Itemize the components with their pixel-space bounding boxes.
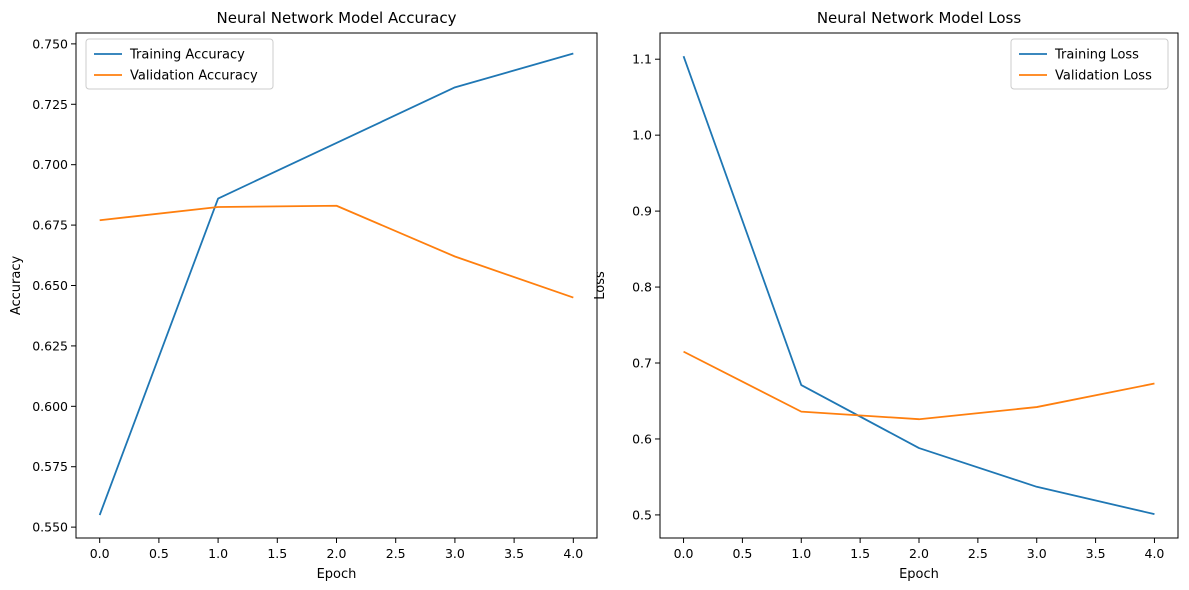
- x-tick-label: 2.0: [327, 546, 347, 561]
- x-tick-label: 4.0: [1145, 546, 1165, 561]
- legend-entry: Training Loss: [1054, 48, 1139, 63]
- x-tick-label: 2.0: [909, 546, 929, 561]
- y-axis-label: Accuracy: [9, 256, 24, 316]
- x-tick-label: 0.5: [149, 546, 169, 561]
- series-line-training-loss: [682, 55, 1155, 516]
- legend-entry: Training Accuracy: [129, 48, 245, 63]
- y-axis-label: Loss: [593, 271, 608, 300]
- legend-box: [85, 38, 274, 90]
- y-tick-label: 0.700: [32, 157, 68, 172]
- x-tick-label: 0.0: [90, 546, 110, 561]
- x-tick-label: 2.5: [386, 546, 406, 561]
- chart-title: Neural Network Model Loss: [817, 9, 1022, 27]
- series-line-validation-accuracy: [99, 204, 574, 299]
- legend-box: [1010, 38, 1169, 90]
- legend: Training Loss Validation Loss: [1010, 38, 1169, 90]
- y-tick-label: 1.0: [632, 128, 652, 143]
- x-tick-label: 0.5: [732, 546, 752, 561]
- legend-entry: Validation Accuracy: [130, 69, 258, 84]
- legend: Training Accuracy Validation Accuracy: [85, 38, 274, 90]
- x-tick-label: 1.0: [208, 546, 228, 561]
- x-axis-label: Epoch: [899, 567, 939, 582]
- plot-frame: [659, 32, 1179, 539]
- chart-loss: 0.0 0.5 1.0 1.5 2.0 2.5 3.0 3.5 4.0 0.5 0.6 0.7 0.8 0…: [593, 9, 1179, 582]
- series-line-validation-loss: [683, 350, 1155, 421]
- y-tick-label: 0.7: [632, 356, 652, 371]
- plot-frame: [75, 32, 598, 539]
- y-tick-label: 0.9: [632, 204, 652, 219]
- x-tick-label: 0.0: [674, 546, 694, 561]
- y-tick-label: 0.625: [32, 338, 68, 353]
- legend-entry: Validation Loss: [1055, 69, 1152, 84]
- y-tick-label: 0.600: [32, 399, 68, 414]
- chart-title: Neural Network Model Accuracy: [217, 9, 457, 27]
- series-line-training-accuracy: [98, 52, 574, 516]
- x-tick-label: 4.0: [563, 546, 583, 561]
- x-tick-label: 3.5: [1086, 546, 1106, 561]
- x-tick-label: 3.0: [445, 546, 465, 561]
- x-axis-label: Epoch: [317, 567, 357, 582]
- y-tick-label: 0.575: [32, 459, 68, 474]
- x-tick-label: 1.0: [791, 546, 811, 561]
- y-tick-label: 0.675: [32, 218, 68, 233]
- y-tick-label: 0.8: [632, 280, 652, 295]
- y-tick-label: 0.550: [32, 520, 68, 535]
- y-tick-label: 0.5: [632, 507, 652, 522]
- y-tick-label: 0.750: [32, 36, 68, 51]
- x-tick-label: 1.5: [850, 546, 870, 561]
- x-tick-label: 3.0: [1027, 546, 1047, 561]
- y-tick-label: 0.650: [32, 278, 68, 293]
- y-tick-label: 1.1: [632, 52, 652, 67]
- chart-accuracy: 0.0 0.5 1.0 1.5 2.0 2.5 3.0 3.5 4.0 0.550 0.575 0.6…: [9, 9, 598, 582]
- y-tick-label: 0.725: [32, 97, 68, 112]
- x-tick-label: 2.5: [968, 546, 988, 561]
- y-tick-label: 0.6: [632, 431, 652, 446]
- x-tick-label: 1.5: [267, 546, 287, 561]
- x-tick-label: 3.5: [504, 546, 524, 561]
